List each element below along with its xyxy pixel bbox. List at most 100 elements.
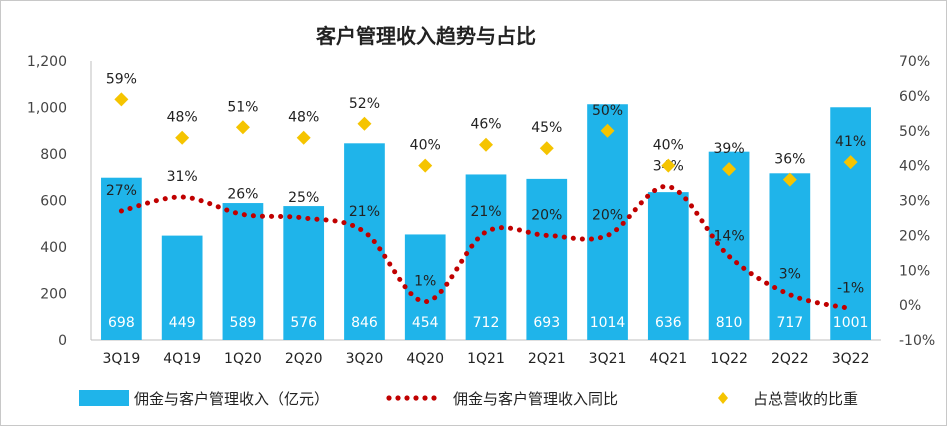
bar bbox=[830, 107, 871, 340]
left-tick-label: 400 bbox=[40, 240, 67, 256]
bar bbox=[101, 177, 142, 340]
share-diamond bbox=[539, 141, 554, 156]
bar bbox=[283, 206, 325, 340]
plot-area: 0 200 400 600 800 1,000 1,200 -10% 0% 10% 20% 30% 40… bbox=[27, 54, 935, 367]
share-label: 51% bbox=[227, 99, 258, 115]
bar bbox=[526, 178, 568, 340]
bar bbox=[465, 174, 507, 340]
bar bbox=[222, 203, 264, 340]
bar-value-label: 1014 bbox=[590, 315, 626, 331]
share-diamond bbox=[843, 155, 858, 170]
yoy-label: -1% bbox=[837, 281, 864, 297]
bar-value-label: 810 bbox=[716, 315, 743, 331]
chart-title: 客户管理收入趋势与占比 bbox=[315, 24, 536, 48]
yoy-label: 20% bbox=[592, 207, 623, 223]
category-label: 2Q22 bbox=[771, 351, 809, 367]
legend-swatch-diamond bbox=[718, 392, 728, 404]
left-tick-label: 1,200 bbox=[27, 54, 67, 70]
right-tick-label: -10% bbox=[899, 333, 935, 349]
legend-dot bbox=[395, 395, 401, 401]
share-label: 39% bbox=[714, 141, 745, 157]
yoy-label: 21% bbox=[349, 204, 380, 220]
share-diamond bbox=[296, 130, 311, 145]
yoy-label: 27% bbox=[106, 183, 137, 199]
bar bbox=[344, 143, 385, 340]
right-tick-label: 50% bbox=[899, 124, 930, 140]
share-label: 46% bbox=[470, 117, 501, 133]
left-tick-label: 800 bbox=[40, 147, 67, 163]
right-tick-label: 20% bbox=[899, 228, 930, 244]
share-label: 40% bbox=[653, 138, 684, 154]
share-label: 48% bbox=[288, 110, 319, 126]
bar-value-label: 712 bbox=[473, 315, 500, 331]
legend-dot bbox=[386, 395, 392, 401]
share-diamond bbox=[782, 172, 797, 187]
bar-value-label: 717 bbox=[776, 315, 803, 331]
yoy-label: 14% bbox=[714, 228, 745, 244]
bar bbox=[647, 192, 689, 340]
bar-value-label: 698 bbox=[108, 315, 135, 331]
bar-value-label: 454 bbox=[412, 315, 439, 331]
yoy-line bbox=[118, 184, 854, 312]
bar-value-label: 693 bbox=[533, 315, 560, 331]
share-label: 40% bbox=[410, 138, 441, 154]
category-label: 3Q20 bbox=[346, 351, 384, 367]
legend: 佣金与客户管理收入（亿元） 佣金与客户管理收入同比 占总营收的比重 bbox=[79, 390, 858, 408]
bar-value-label: 576 bbox=[290, 315, 317, 331]
share-diamond bbox=[357, 116, 372, 131]
share-label: 41% bbox=[835, 134, 866, 150]
legend-dot bbox=[422, 395, 428, 401]
share-label: 36% bbox=[774, 152, 805, 168]
bar-value-label: 636 bbox=[655, 315, 682, 331]
legend-dot bbox=[413, 395, 419, 401]
share-diamond bbox=[479, 137, 493, 152]
category-label: 2Q20 bbox=[285, 351, 323, 367]
left-tick-label: 1,000 bbox=[27, 101, 67, 117]
left-tick-label: 0 bbox=[58, 333, 67, 349]
share-diamond bbox=[235, 120, 250, 135]
right-tick-label: 40% bbox=[899, 159, 930, 175]
bar-value-label: 846 bbox=[351, 315, 378, 331]
left-tick-label: 600 bbox=[40, 194, 67, 210]
yoy-label: 20% bbox=[531, 207, 562, 223]
legend-label-line: 佣金与客户管理收入同比 bbox=[453, 390, 618, 408]
yoy-label: 25% bbox=[288, 190, 319, 206]
share-diamond bbox=[175, 130, 190, 145]
bar-value-label: 1001 bbox=[833, 315, 869, 331]
yoy-label: 26% bbox=[227, 186, 258, 202]
right-tick-label: 30% bbox=[899, 194, 930, 210]
category-label: 1Q20 bbox=[224, 351, 262, 367]
category-label: 4Q20 bbox=[406, 351, 444, 367]
bar-value-label: 589 bbox=[230, 315, 257, 331]
bar bbox=[769, 173, 811, 340]
bar bbox=[708, 151, 750, 340]
category-label: 1Q22 bbox=[710, 351, 748, 367]
yoy-label: 21% bbox=[470, 204, 501, 220]
category-label: 1Q21 bbox=[467, 351, 505, 367]
category-label: 4Q21 bbox=[649, 351, 687, 367]
share-label: 52% bbox=[349, 96, 380, 112]
share-diamond bbox=[722, 162, 737, 177]
legend-dot bbox=[404, 395, 410, 401]
right-tick-label: 10% bbox=[899, 263, 930, 279]
share-diamond bbox=[600, 123, 615, 138]
category-label: 3Q19 bbox=[103, 351, 141, 367]
share-diamond bbox=[418, 158, 433, 173]
share-label: 59% bbox=[106, 71, 137, 87]
legend-swatch-bars bbox=[79, 390, 129, 406]
share-diamond bbox=[661, 158, 676, 173]
yoy-label: 3% bbox=[779, 267, 801, 283]
right-tick-label: 70% bbox=[899, 54, 930, 70]
bar bbox=[161, 235, 203, 340]
category-label: 3Q22 bbox=[832, 351, 870, 367]
share-diamond bbox=[114, 92, 129, 107]
legend-label-bars: 佣金与客户管理收入（亿元） bbox=[134, 390, 329, 408]
legend-label-diamond: 占总营收的比重 bbox=[753, 390, 858, 408]
left-tick-label: 200 bbox=[40, 287, 67, 303]
right-tick-label: 60% bbox=[899, 89, 930, 105]
bar bbox=[404, 234, 446, 340]
share-label: 48% bbox=[167, 110, 198, 126]
share-label: 45% bbox=[531, 120, 562, 136]
